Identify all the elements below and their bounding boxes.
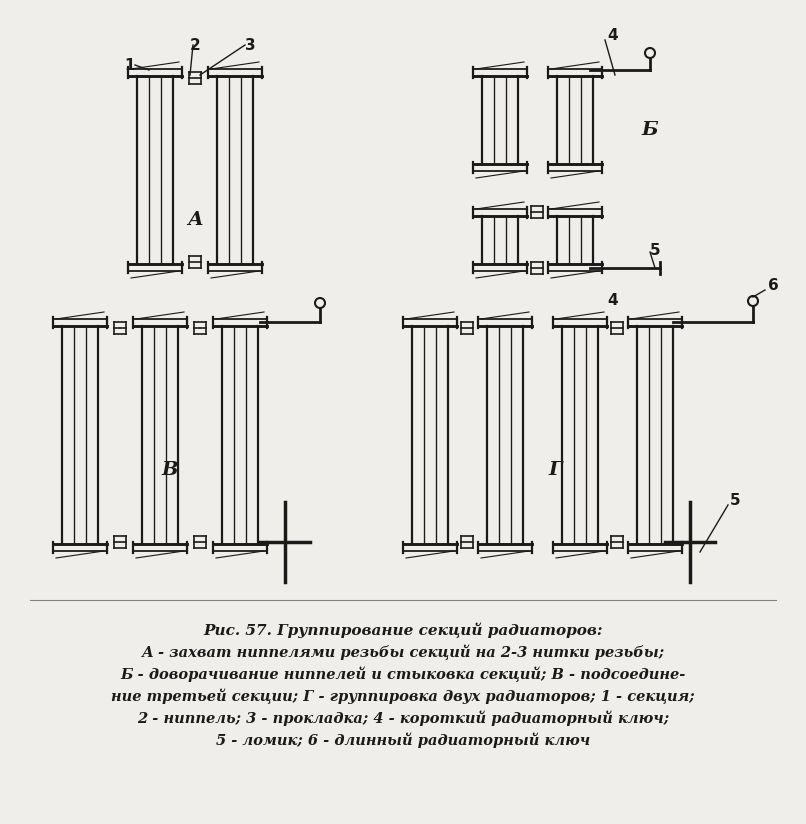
Text: 5: 5 — [729, 493, 741, 508]
Text: Рис. 57. Группирование секций радиаторов:: Рис. 57. Группирование секций радиаторов… — [203, 622, 603, 638]
Text: В: В — [162, 461, 178, 479]
Text: 3: 3 — [245, 38, 256, 53]
Text: ние третьей секции; Г - группировка двух радиаторов; 1 - секция;: ние третьей секции; Г - группировка двух… — [111, 688, 695, 704]
Text: 4: 4 — [608, 27, 618, 43]
Text: 2: 2 — [189, 38, 201, 53]
Text: Б - доворачивание ниппелей и стыковка секций; В - подсоедине-: Б - доворачивание ниппелей и стыковка се… — [120, 666, 686, 681]
Text: А: А — [187, 211, 203, 229]
Text: 5 - ломик; 6 - длинный радиаторный ключ: 5 - ломик; 6 - длинный радиаторный ключ — [216, 733, 590, 747]
Text: 1: 1 — [125, 58, 135, 73]
Text: Б: Б — [642, 121, 659, 139]
Text: 6: 6 — [767, 278, 779, 293]
Text: Г: Г — [548, 461, 562, 479]
Text: 5: 5 — [650, 242, 660, 258]
Text: 4: 4 — [608, 293, 618, 307]
Text: А - захват ниппелями резьбы секций на 2-3 нитки резьбы;: А - захват ниппелями резьбы секций на 2-… — [141, 644, 665, 660]
Text: 2 - ниппель; 3 - прокладка; 4 - короткий радиаторный ключ;: 2 - ниппель; 3 - прокладка; 4 - короткий… — [137, 710, 669, 726]
